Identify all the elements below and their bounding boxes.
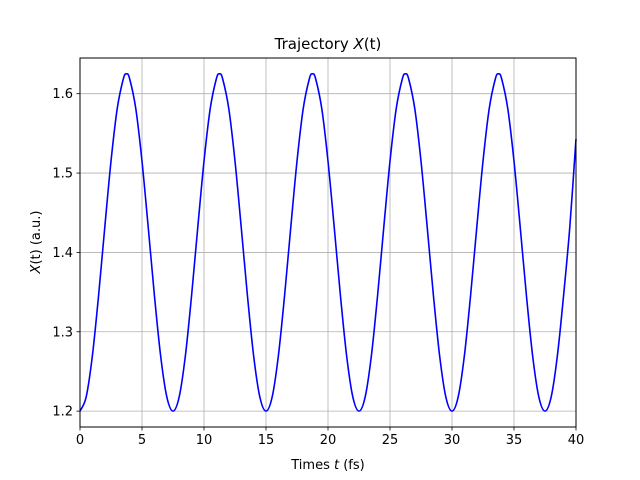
y-tick-label: 1.2 [52, 405, 73, 420]
y-tick-label: 1.3 [52, 325, 73, 340]
grid [79, 58, 577, 427]
x-tick-label: 10 [196, 433, 213, 448]
x-axis-label: Times t (fs) [290, 458, 364, 473]
x-tick-label: 40 [568, 433, 585, 448]
x-tick-label: 25 [382, 433, 399, 448]
x-tick-label: 20 [320, 433, 337, 448]
x-tick-label: 5 [138, 433, 146, 448]
axis-ticks: 0 5 10 15 20 25 30 35 40 1.2 1.3 1.4 1.5 1.6 [52, 87, 584, 448]
series-line [79, 73, 577, 412]
x-tick-label: 15 [258, 433, 275, 448]
y-tick-label: 1.6 [52, 87, 73, 102]
series-layer [79, 73, 577, 412]
x-tick-label: 0 [76, 433, 84, 448]
chart-title: Trajectory X(t) [274, 35, 382, 53]
y-tick-label: 1.5 [52, 167, 73, 182]
y-tick-label: 1.4 [52, 246, 73, 261]
x-tick-label: 30 [444, 433, 461, 448]
x-tick-label: 35 [506, 433, 523, 448]
y-axis-label: X(t) (a.u.) [29, 211, 44, 275]
